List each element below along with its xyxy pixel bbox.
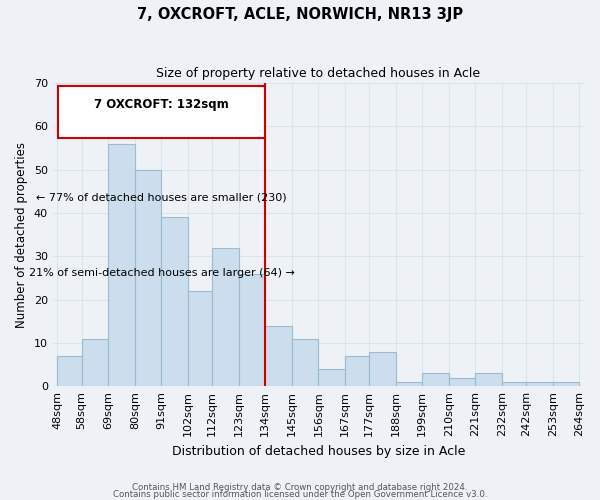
Bar <box>422 373 449 386</box>
Bar <box>369 352 396 386</box>
Bar <box>135 170 161 386</box>
Text: Contains public sector information licensed under the Open Government Licence v3: Contains public sector information licen… <box>113 490 487 499</box>
Text: ← 77% of detached houses are smaller (230): ← 77% of detached houses are smaller (23… <box>36 192 287 202</box>
Bar <box>239 274 265 386</box>
Bar <box>396 382 422 386</box>
X-axis label: Distribution of detached houses by size in Acle: Distribution of detached houses by size … <box>172 444 465 458</box>
Text: 7, OXCROFT, ACLE, NORWICH, NR13 3JP: 7, OXCROFT, ACLE, NORWICH, NR13 3JP <box>137 8 463 22</box>
Bar <box>449 378 475 386</box>
Bar <box>319 369 345 386</box>
Text: 21% of semi-detached houses are larger (64) →: 21% of semi-detached houses are larger (… <box>29 268 295 278</box>
Title: Size of property relative to detached houses in Acle: Size of property relative to detached ho… <box>157 68 481 80</box>
Bar <box>108 144 135 386</box>
Bar <box>188 291 212 386</box>
Bar <box>292 338 319 386</box>
Bar <box>475 373 502 386</box>
Text: 7 OXCROFT: 132sqm: 7 OXCROFT: 132sqm <box>94 98 229 111</box>
Text: Contains HM Land Registry data © Crown copyright and database right 2024.: Contains HM Land Registry data © Crown c… <box>132 484 468 492</box>
Bar <box>82 338 108 386</box>
Bar <box>553 382 580 386</box>
Bar <box>345 356 369 386</box>
Bar <box>212 248 239 386</box>
FancyBboxPatch shape <box>58 86 265 138</box>
Bar <box>502 382 526 386</box>
Bar <box>265 326 292 386</box>
Bar <box>58 356 82 386</box>
Y-axis label: Number of detached properties: Number of detached properties <box>15 142 28 328</box>
Bar <box>526 382 553 386</box>
Bar <box>161 218 188 386</box>
